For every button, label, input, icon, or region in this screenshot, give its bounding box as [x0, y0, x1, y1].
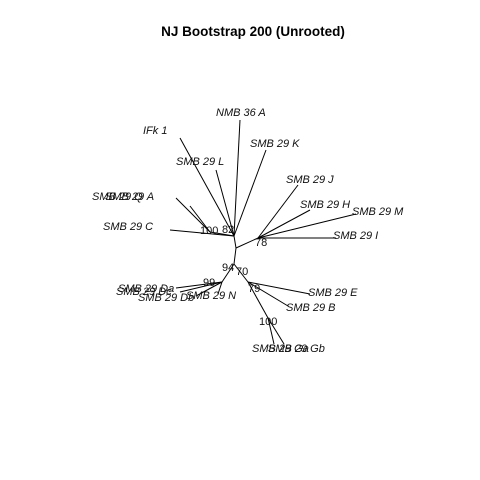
- bootstrap-value: 99: [203, 277, 215, 289]
- edge: [257, 213, 357, 239]
- tip-label: SMB 29 J: [286, 174, 334, 186]
- tip-label: SMB 29 E: [308, 287, 358, 299]
- bootstrap-labels: 100 82 78 94 70 99 79 100: [200, 224, 277, 328]
- edge: [233, 149, 267, 237]
- edge: [257, 184, 299, 239]
- tree-title: NJ Bootstrap 200 (Unrooted): [161, 24, 345, 39]
- tip-label: SMB 29 L: [176, 156, 224, 168]
- tip-label: SMB 29 Gb: [268, 343, 325, 355]
- edge: [175, 281, 223, 289]
- edge: [233, 119, 241, 237]
- bootstrap-value: 78: [255, 237, 267, 249]
- edge: [233, 263, 249, 283]
- bootstrap-value: 100: [200, 225, 218, 237]
- bootstrap-value: 70: [236, 266, 248, 278]
- tip-label: SMB 29 Db: [138, 292, 194, 304]
- edge: [189, 205, 211, 233]
- tip-label: SMB 29 C: [103, 221, 153, 233]
- edge: [267, 317, 285, 345]
- tip-label: SMB 29 A: [105, 191, 154, 203]
- tip-label: SMB 29 I: [333, 230, 378, 242]
- edge: [175, 197, 211, 233]
- edge: [247, 281, 289, 307]
- tree-edges: [169, 119, 357, 345]
- tip-label: SMB 29 Dc: [116, 286, 172, 298]
- edge: [217, 281, 223, 295]
- bootstrap-value: 79: [248, 283, 260, 295]
- tip-label: SMB 29 K: [250, 138, 300, 150]
- tip-label: SMB 29 M: [352, 206, 404, 218]
- edge: [247, 281, 311, 295]
- tip-label: NMB 36 A: [216, 107, 266, 119]
- edge: [257, 209, 311, 239]
- edge: [247, 281, 269, 319]
- tip-label: SMB 29 Ga: [252, 343, 309, 355]
- edge: [195, 281, 223, 297]
- edge: [267, 317, 275, 345]
- tip-label: IFk 1: [143, 125, 167, 137]
- tip-labels: NMB 36 A IFk 1 SMB 29 K SMB 29 L SMB 29 …: [92, 107, 404, 355]
- bootstrap-value: 94: [222, 262, 234, 274]
- edge: [179, 137, 235, 237]
- tip-label: SMB 29 B: [286, 302, 336, 314]
- edge: [233, 247, 237, 265]
- tip-label: SMB 29 H: [300, 199, 350, 211]
- edge: [233, 235, 237, 249]
- bootstrap-value: 82: [222, 224, 234, 236]
- edge: [221, 263, 235, 283]
- edge: [215, 169, 235, 237]
- bootstrap-value: 100: [259, 316, 277, 328]
- tip-label: SMB 29 N: [186, 290, 236, 302]
- edge: [179, 281, 223, 293]
- edge: [169, 229, 235, 237]
- tip-label: SMB 29 Q: [92, 191, 143, 203]
- edge: [235, 237, 259, 249]
- tip-label: SMB 29 Da: [118, 283, 174, 295]
